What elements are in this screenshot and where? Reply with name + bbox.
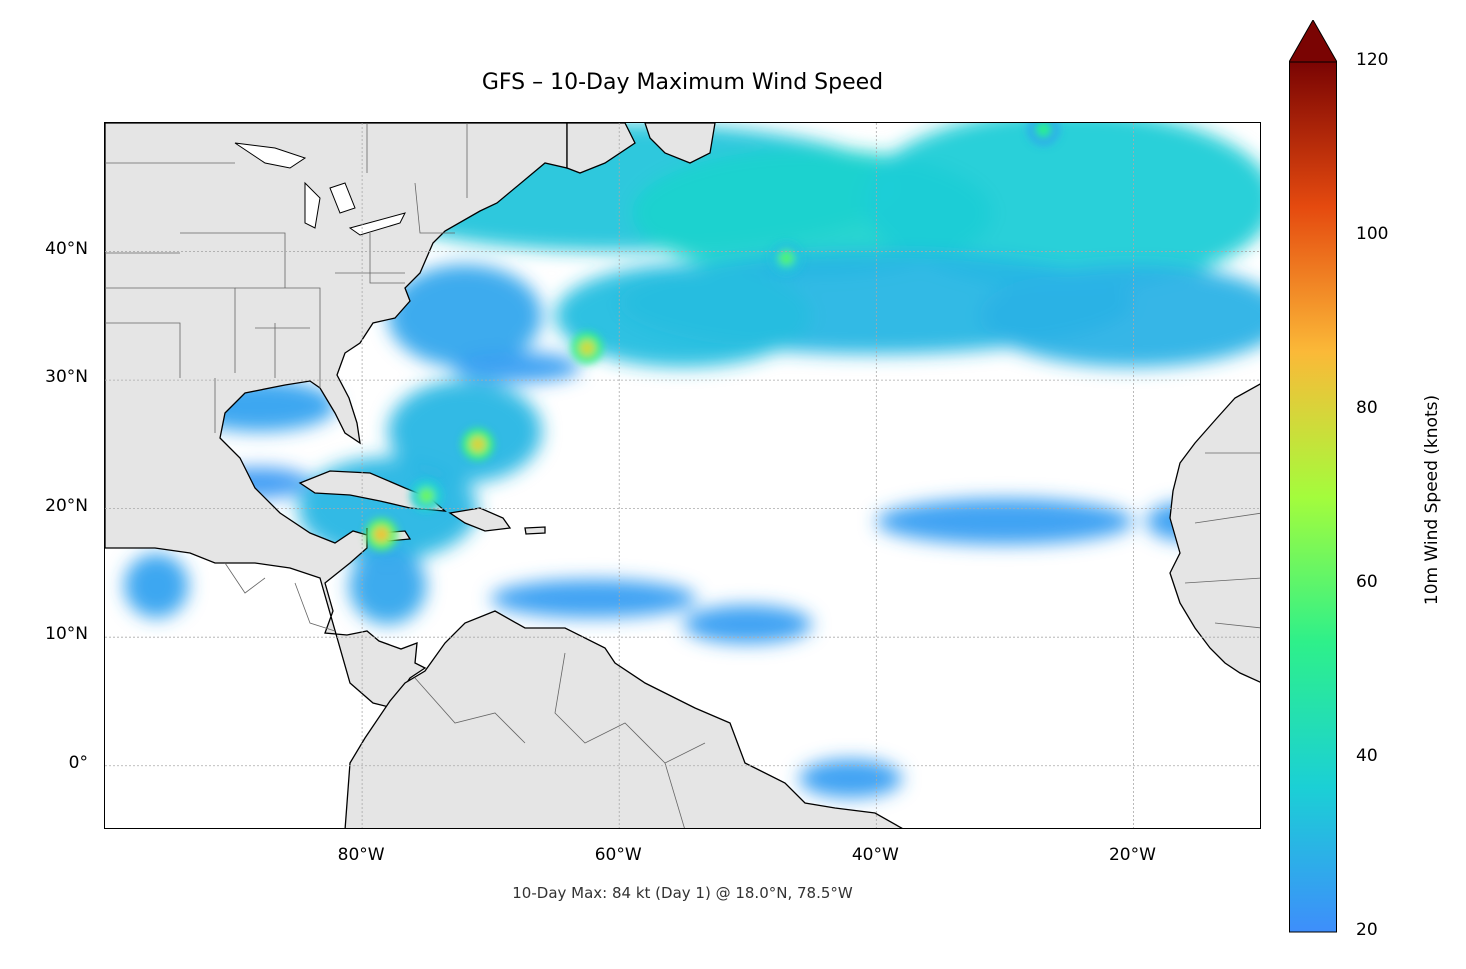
- land-nova-scotia: [566, 123, 636, 174]
- colorbar-tick-label: 100: [1356, 224, 1389, 244]
- lat-tick-label: 20°N: [45, 495, 88, 516]
- wind-hotspot-core: [418, 487, 435, 504]
- map-canvas: [105, 123, 1260, 828]
- wind-region: [554, 264, 813, 368]
- wind-region: [490, 579, 697, 618]
- lon-tick-label: 40°W: [851, 845, 899, 865]
- graticule: [105, 123, 1260, 828]
- wind-hotspot-core: [579, 339, 596, 356]
- wind-hotspot-core: [778, 249, 795, 266]
- map-panel: [104, 122, 1261, 829]
- colorbar-gradient: [1289, 61, 1337, 933]
- land-hispaniola: [448, 507, 512, 532]
- lat-tick-label: 0°: [68, 752, 88, 773]
- wind-region: [863, 123, 1260, 291]
- wind-region: [979, 264, 1260, 368]
- land-puerto-rico: [524, 526, 546, 535]
- colorbar-tick-label: 120: [1356, 50, 1389, 70]
- wind-region: [124, 553, 189, 618]
- land-newfoundland: [644, 123, 716, 164]
- lat-tick-label: 10°N: [45, 624, 88, 645]
- colorbar-tick-label: 80: [1356, 398, 1378, 418]
- colorbar-tick-label: 60: [1356, 572, 1378, 592]
- wind-region: [349, 547, 427, 625]
- lon-tick-label: 60°W: [594, 845, 642, 865]
- lon-tick-label: 80°W: [337, 845, 385, 865]
- lat-tick-label: 30°N: [45, 367, 88, 388]
- wind-region: [799, 759, 903, 798]
- colorbar-label: 10m Wind Speed (knots): [1422, 394, 1442, 606]
- wind-region: [387, 264, 543, 368]
- land-south-america: [344, 610, 903, 828]
- colorbar-tick-label: 40: [1356, 746, 1378, 766]
- wind-hotspot-core: [1035, 123, 1052, 138]
- land-cuba: [298, 470, 447, 512]
- colorbar-tick-label: 20: [1356, 920, 1378, 940]
- lat-tick-label: 40°N: [45, 238, 88, 259]
- wind-hotspot-core: [373, 526, 390, 543]
- wind-hotspot-core: [469, 436, 486, 453]
- colorbar: [1289, 20, 1337, 933]
- colorbar-extend-arrow: [1289, 20, 1337, 63]
- max-wind-caption: 10-Day Max: 84 kt (Day 1) @ 18.0°N, 78.5…: [512, 884, 853, 902]
- land-africa: [1169, 383, 1260, 683]
- wind-region: [452, 351, 581, 383]
- map-title: GFS – 10-Day Maximum Wind Speed: [481, 70, 884, 95]
- wind-region: [683, 605, 813, 644]
- wind-hotspots: [365, 123, 1060, 551]
- lon-tick-label: 20°W: [1108, 845, 1156, 865]
- landmasses: [105, 123, 1260, 828]
- political-borders: [105, 123, 1260, 828]
- wind-region: [876, 498, 1134, 545]
- wind-region: [387, 380, 543, 483]
- great-lakes: [234, 142, 406, 236]
